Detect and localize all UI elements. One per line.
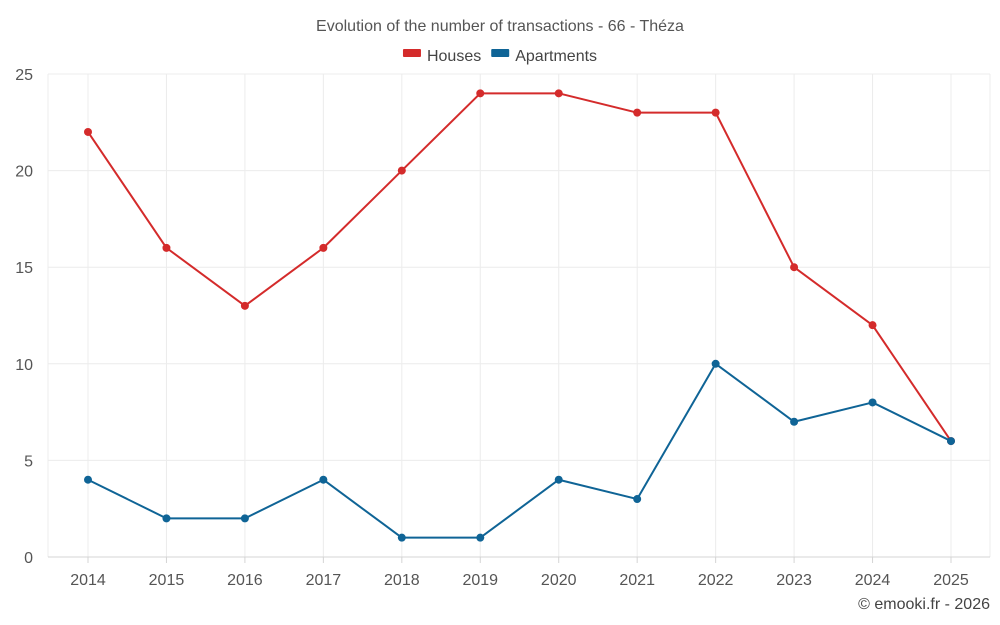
chart-title: Evolution of the number of transactions … (316, 18, 684, 35)
y-tick-label: 10 (15, 357, 33, 374)
y-axis: 0 5 10 15 20 25 (15, 67, 33, 567)
legend-item-houses: Houses (402, 48, 481, 65)
data-point-houses (162, 243, 171, 252)
data-point-houses (711, 108, 720, 117)
y-tick-label: 25 (15, 67, 33, 84)
data-point-apartments (476, 533, 485, 542)
y-tick-label: 20 (15, 164, 33, 181)
data-point-houses (397, 166, 406, 175)
data-point-houses (790, 263, 799, 272)
data-point-apartments (711, 359, 720, 368)
data-point-apartments (84, 475, 92, 484)
credit-text: © emooki.fr - 2026 (858, 596, 990, 613)
x-axis: 2014 2015 2016 2017 2018 2019 2020 2021 2022 2023… (70, 557, 969, 589)
data-point-houses (633, 108, 642, 117)
x-tick-label: 2014 (70, 572, 106, 589)
legend-item-apartments: Apartments (491, 48, 597, 65)
data-point-houses (84, 127, 92, 136)
x-tick-label: 2021 (619, 572, 655, 589)
data-point-houses (319, 243, 328, 252)
x-tick-label: 2017 (306, 572, 342, 589)
data-point-houses (240, 301, 249, 310)
data-point-houses (868, 321, 877, 330)
x-tick-label: 2015 (149, 572, 185, 589)
data-point-apartments (240, 514, 249, 523)
x-tick-label: 2024 (855, 572, 891, 589)
x-tick-label: 2016 (227, 572, 263, 589)
data-point-apartments (554, 475, 563, 484)
x-tick-label: 2019 (462, 572, 498, 589)
x-tick-label: 2018 (384, 572, 420, 589)
legend-label-apartments: Apartments (515, 48, 597, 65)
data-point-houses (554, 89, 563, 98)
y-tick-label: 15 (15, 260, 33, 277)
data-point-apartments (397, 533, 406, 542)
y-tick-label: 5 (24, 453, 33, 470)
grid (47, 73, 991, 558)
data-point-apartments (947, 437, 955, 446)
x-tick-label: 2020 (541, 572, 577, 589)
series-group (84, 89, 955, 542)
legend-label-houses: Houses (427, 48, 481, 65)
data-point-apartments (162, 514, 171, 523)
series-line-apartments (87, 362, 952, 539)
y-tick-label: 0 (24, 550, 33, 567)
x-tick-label: 2025 (933, 572, 969, 589)
x-tick-label: 2022 (698, 572, 734, 589)
data-point-apartments (790, 417, 799, 426)
data-point-houses (476, 89, 485, 98)
data-point-apartments (868, 398, 877, 407)
legend-swatch-houses (402, 49, 421, 57)
data-point-apartments (633, 495, 642, 504)
x-tick-label: 2023 (776, 572, 812, 589)
data-point-apartments (319, 475, 328, 484)
legend-swatch-apartments (491, 49, 510, 57)
legend: Houses Apartments (402, 48, 597, 65)
series-line-houses (87, 92, 952, 442)
